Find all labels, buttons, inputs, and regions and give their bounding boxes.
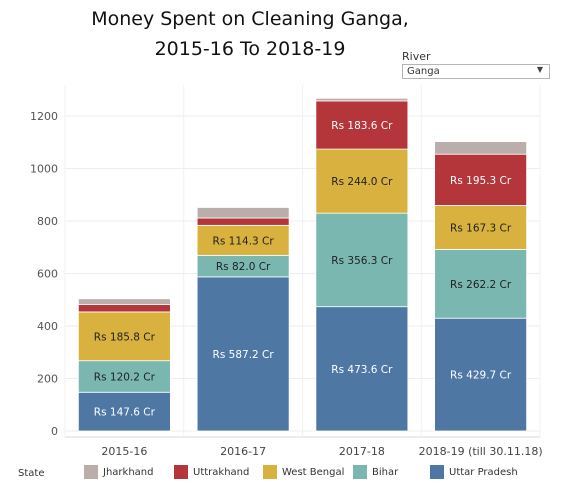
data-label: Rs 195.3 Cr [450,175,512,187]
legend-label-uttrakhand: Uttrakhand [193,466,250,478]
bar-segment [315,97,409,102]
legend-label-west-bengal: West Bengal [282,466,345,478]
legend-item-west-bengal[interactable]: West Bengal [263,465,344,479]
data-label: Rs 185.8 Cr [94,331,156,343]
data-label: Rs 147.6 Cr [94,407,156,419]
bar-segment [315,212,409,308]
legend-label-bihar: Bihar [372,466,399,478]
bar-segment [315,100,409,150]
bar-segment [77,391,171,432]
y-tick-label: 400 [37,320,58,333]
y-tick-label: 200 [37,373,58,386]
chart-title-line-2: 2015-16 To 2018-19 [154,38,346,60]
data-label: Rs 356.3 Cr [331,255,393,267]
data-label: Rs 262.2 Cr [450,279,512,291]
bar-segment [196,217,290,226]
legend-title: State [18,468,45,479]
y-tick-label: 1000 [30,163,58,176]
legend-swatch-west-bengal [263,465,277,479]
bar-segment [434,248,528,319]
legend-item-bihar[interactable]: Bihar [353,465,398,479]
river-filter-value: Ganga [407,66,440,77]
data-label: Rs 587.2 Cr [213,349,275,361]
legend-swatch-uttar-pradesh [430,465,444,479]
bar-segment [196,276,290,432]
y-tick-label: 800 [37,215,58,228]
x-tick-label: 2016-17 [220,445,266,458]
legend-item-uttar-pradesh[interactable]: Uttar Pradesh [430,465,518,479]
bar-segment [77,360,171,393]
data-label: Rs 473.6 Cr [331,364,393,376]
data-label: Rs 183.6 Cr [331,120,393,132]
legend-swatch-bihar [353,465,367,479]
bar-segment [434,141,528,155]
bar-segment [434,205,528,250]
bar-segment [434,317,528,432]
bar-segment [315,306,409,432]
chevron-down-icon: ▼ [536,65,543,74]
legend-label-jharkhand: Jharkhand [103,466,154,478]
river-filter-label: River [402,50,431,63]
y-tick-label: 600 [37,268,58,281]
river-filter-dropdown[interactable]: Ganga ▼ [402,64,550,79]
legend-label-uttar-pradesh: Uttar Pradesh [449,466,518,478]
data-label: Rs 244.0 Cr [331,176,393,188]
legend-swatch-jharkhand [84,465,98,479]
x-tick-label: 2015-16 [101,445,147,458]
stacked-bar-chart: 0 200 400 600 800 1000 1200 Rs 147.6 Cr Rs 120.2… [30,85,543,458]
y-tick-label: 0 [51,425,58,438]
data-label: Rs 120.2 Cr [94,371,156,383]
x-tick-label: 2018-19 (till 30.11.18) [419,445,543,458]
data-label: Rs 82.0 Cr [216,261,271,273]
bar-segment [434,153,528,206]
x-tick-label: 2017-18 [339,445,385,458]
bar-segment [315,148,409,214]
data-label: Rs 429.7 Cr [450,370,512,382]
y-tick-label: 1200 [30,110,58,123]
chart-title-line-1: Money Spent on Cleaning Ganga, [91,8,409,30]
bar-segment [77,298,171,305]
bar-segment [196,207,290,219]
data-label: Rs 114.3 Cr [213,235,275,247]
legend-item-jharkhand[interactable]: Jharkhand [84,465,153,479]
legend-item-uttrakhand[interactable]: Uttrakhand [174,465,249,479]
bar-segment [77,311,171,362]
legend: State Jharkhand Uttrakhand West Bengal B… [0,462,578,484]
bar-segment [77,304,171,313]
data-label: Rs 167.3 Cr [450,222,512,234]
legend-swatch-uttrakhand [174,465,188,479]
